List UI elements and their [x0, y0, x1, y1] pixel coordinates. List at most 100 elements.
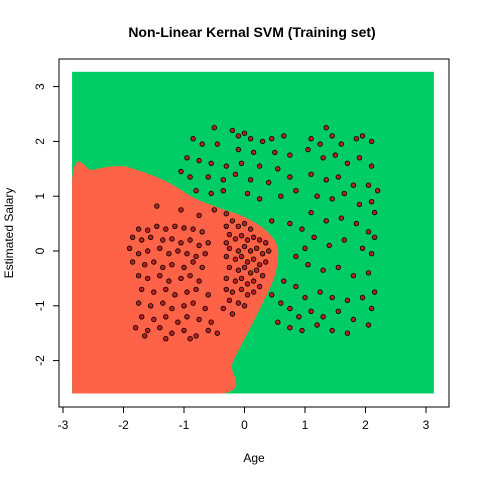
data-point: [256, 262, 263, 268]
x-tick-label: 2: [362, 418, 369, 432]
data-point: [272, 149, 278, 156]
data-point: [214, 330, 220, 336]
data-point: [187, 174, 193, 180]
data-point: [196, 212, 202, 219]
data-point: [193, 286, 199, 293]
data-point: [365, 270, 372, 276]
data-point: [241, 303, 248, 309]
data-point: [229, 289, 236, 295]
data-point: [238, 160, 245, 166]
data-point: [247, 248, 254, 254]
data-point: [263, 240, 269, 246]
data-point: [305, 146, 311, 153]
data-point: [184, 155, 190, 161]
data-point: [154, 223, 160, 229]
data-point: [163, 336, 169, 342]
data-point: [147, 234, 154, 240]
data-point: [178, 207, 184, 213]
data-point: [259, 273, 266, 279]
data-point: [229, 127, 236, 134]
data-point: [238, 275, 245, 282]
data-point: [154, 203, 160, 209]
data-point: [314, 322, 320, 328]
data-point: [247, 226, 254, 232]
data-point: [250, 234, 257, 240]
data-point: [163, 226, 169, 232]
data-point: [178, 240, 184, 246]
data-point: [323, 177, 329, 183]
data-point: [326, 242, 332, 249]
data-point: [129, 234, 136, 240]
data-point: [241, 130, 248, 136]
y-tick-label: -1: [33, 300, 47, 311]
data-point: [281, 278, 287, 284]
data-point: [371, 209, 378, 216]
data-point: [247, 177, 254, 183]
data-point: [205, 174, 211, 180]
data-point: [308, 171, 314, 177]
data-point: [329, 294, 335, 301]
data-point: [181, 264, 187, 271]
data-point: [344, 297, 351, 303]
y-tick-label: 1: [33, 193, 47, 200]
data-point: [365, 322, 372, 328]
data-point: [275, 319, 281, 325]
data-point: [223, 223, 229, 229]
data-point: [317, 289, 323, 295]
data-point: [181, 327, 187, 334]
data-point: [320, 314, 326, 320]
data-point: [157, 245, 163, 251]
data-point: [160, 264, 166, 271]
data-point: [175, 248, 181, 254]
data-point: [199, 264, 205, 271]
data-point: [344, 330, 351, 336]
data-point: [320, 267, 326, 273]
data-point: [147, 303, 154, 309]
data-point: [356, 155, 363, 161]
data-point: [199, 229, 205, 235]
data-point: [232, 278, 239, 284]
data-point: [169, 262, 175, 268]
x-axis-label: Age: [243, 451, 265, 465]
data-point: [205, 240, 211, 246]
data-point: [223, 286, 229, 293]
data-point: [238, 232, 245, 239]
data-point: [135, 250, 142, 257]
data-point: [293, 253, 299, 260]
data-point: [256, 163, 263, 169]
data-point: [256, 283, 263, 290]
data-point: [229, 311, 236, 317]
data-point: [144, 275, 151, 282]
data-point: [129, 259, 136, 265]
class-0-region: [72, 161, 279, 394]
data-point: [178, 168, 184, 175]
data-point: [232, 236, 239, 242]
data-point: [232, 256, 239, 262]
data-point: [332, 152, 338, 158]
data-point: [208, 160, 214, 166]
data-point: [338, 141, 344, 147]
x-axis: -3 -2 -1 0 1 2 3: [58, 407, 430, 432]
data-point: [184, 289, 190, 295]
data-point: [350, 273, 357, 279]
data-point: [359, 245, 366, 251]
data-point: [211, 207, 217, 213]
data-point: [169, 330, 175, 336]
data-point: [293, 283, 299, 290]
data-point: [196, 242, 202, 249]
data-point: [308, 308, 314, 314]
data-point: [247, 135, 254, 142]
data-point: [368, 198, 375, 205]
chart-title: Non-Linear Kernal SVM (Training set): [128, 24, 375, 40]
data-point: [241, 264, 248, 271]
data-point: [169, 236, 175, 242]
data-point: [238, 286, 245, 293]
data-point: [281, 133, 287, 139]
data-point: [308, 209, 314, 216]
data-point: [141, 333, 148, 339]
data-point: [205, 292, 211, 298]
x-tick-label: 3: [423, 418, 430, 432]
data-point: [287, 152, 293, 158]
data-point: [184, 250, 190, 257]
